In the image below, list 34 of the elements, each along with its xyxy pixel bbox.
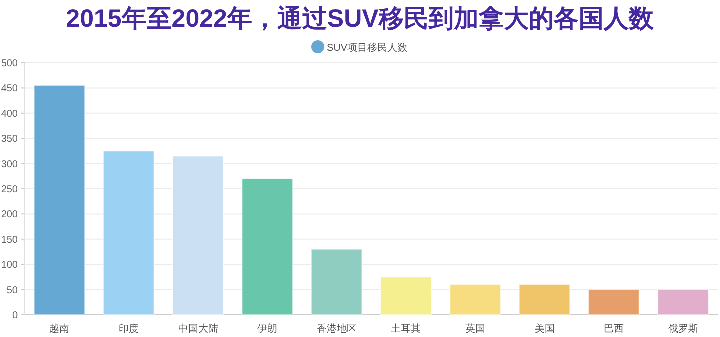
x-tick-label: 越南 [50, 323, 70, 335]
y-tick-label: 100 [1, 260, 18, 272]
bar [658, 289, 710, 316]
x-tick-label: 土耳其 [391, 323, 422, 335]
y-tick-label: 350 [1, 134, 18, 146]
bar [242, 178, 294, 316]
y-tick-label: 450 [1, 84, 18, 95]
y-tick-label: 500 [1, 58, 18, 70]
x-tick-label: 印度 [118, 323, 139, 335]
y-tick-label: 150 [1, 234, 18, 246]
chart-title: 2015年至2022年，通过SUV移民到加拿大的各国人数 [66, 5, 655, 33]
bar [380, 276, 432, 316]
bar [588, 289, 640, 316]
bar [450, 284, 502, 316]
x-tick-label: 英国 [465, 323, 486, 335]
y-tick-label: 50 [6, 285, 18, 296]
x-tick-label: 香港地区 [316, 323, 357, 335]
x-tick-label: 巴西 [604, 324, 624, 335]
legend: SUV项目移民人数 [312, 40, 408, 54]
x-tick-label: 伊朗 [258, 323, 278, 335]
x-tick-label: 俄罗斯 [668, 323, 698, 335]
bar [34, 85, 86, 316]
y-tick-label: 300 [1, 159, 18, 170]
y-tick-label: 0 [12, 310, 18, 322]
bar [103, 150, 155, 316]
y-tick-label: 250 [1, 184, 18, 196]
x-tick-label: 中国大陆 [178, 323, 218, 335]
bar [311, 248, 363, 316]
x-tick-label: 美国 [534, 323, 555, 335]
bar [172, 156, 224, 316]
bar [518, 284, 571, 316]
y-tick-label: 400 [1, 108, 18, 120]
y-tick-label: 200 [1, 210, 18, 221]
legend-label: SUV项目移民人数 [327, 42, 408, 54]
